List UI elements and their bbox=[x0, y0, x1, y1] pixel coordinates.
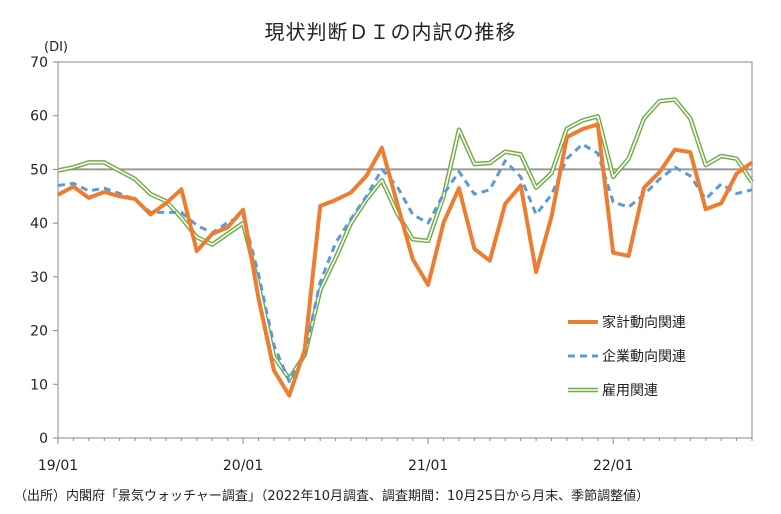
corporate-series-line bbox=[57, 142, 753, 384]
plot-area-border bbox=[57, 61, 753, 439]
employment-series-line-inner bbox=[57, 98, 753, 380]
y-tick-label: 10 bbox=[30, 377, 48, 393]
x-tick-label: 20/01 bbox=[223, 458, 263, 474]
legend-label: 企業動向関連 bbox=[602, 348, 686, 365]
y-tick-label: 30 bbox=[30, 270, 48, 286]
y-tick-label: 60 bbox=[30, 109, 48, 125]
household-series-line bbox=[57, 122, 754, 398]
y-tick-label: 0 bbox=[39, 431, 48, 447]
y-tick-label: 20 bbox=[30, 324, 48, 340]
x-tick-label: 21/01 bbox=[408, 458, 448, 474]
x-tick-label: 22/01 bbox=[593, 458, 633, 474]
source-note: （出所）内閣府「景気ウォッチャー調査」（2022年10月調査、調査期間：10月2… bbox=[14, 489, 650, 504]
x-tick-label: 19/01 bbox=[38, 458, 78, 474]
employment-series-line bbox=[57, 97, 754, 382]
legend-label: 家計動向関連 bbox=[602, 314, 686, 331]
y-tick-label: 70 bbox=[30, 55, 48, 71]
y-tick-label: 50 bbox=[30, 162, 48, 178]
y-tick-label: 40 bbox=[30, 216, 48, 232]
y-axis-unit-label: (DI) bbox=[44, 40, 68, 55]
chart-title: 現状判断ＤＩの内訳の推移 bbox=[264, 20, 517, 44]
legend-label: 雇用関連 bbox=[602, 382, 658, 399]
